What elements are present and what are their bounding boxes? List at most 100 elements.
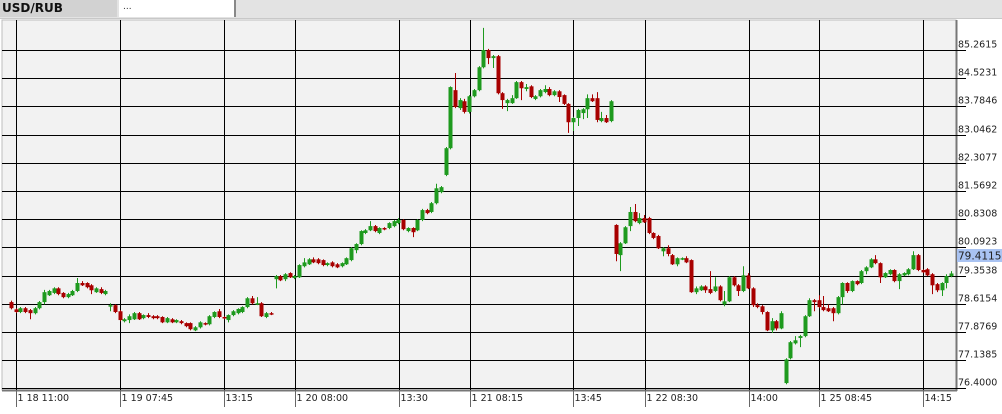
candle-body xyxy=(89,285,94,291)
candle-body xyxy=(467,96,472,112)
y-tick-label: 77.1385 xyxy=(958,350,997,361)
candle xyxy=(481,27,486,69)
candle-body xyxy=(85,283,90,288)
candle-body xyxy=(935,284,940,291)
candle xyxy=(897,273,902,290)
candle xyxy=(651,232,656,240)
y-axis-ticks: 85.2615 84.5231 83.7846 83.0462 82.3077 81.56… xyxy=(958,40,997,389)
candle xyxy=(921,269,926,274)
candle xyxy=(732,276,737,287)
candle xyxy=(869,258,874,269)
candle-body xyxy=(533,96,538,99)
candle-body xyxy=(873,259,878,264)
candle-body xyxy=(921,270,926,273)
candle-body xyxy=(288,273,293,278)
candle-body xyxy=(713,286,718,292)
candle-body xyxy=(382,228,387,230)
x-tick-label: 14:15 xyxy=(925,393,952,404)
candle xyxy=(467,95,472,114)
candle-body xyxy=(552,91,557,96)
candle xyxy=(118,310,123,322)
candle xyxy=(566,103,571,133)
candle xyxy=(278,274,283,282)
candle-body xyxy=(623,227,628,244)
candle xyxy=(699,285,704,292)
candle xyxy=(935,283,940,293)
candle-body xyxy=(141,315,146,319)
candle xyxy=(340,262,345,268)
candle-body xyxy=(500,93,505,101)
candle-body xyxy=(240,307,245,313)
candle-body xyxy=(878,263,883,278)
candle xyxy=(633,203,638,223)
candle xyxy=(56,287,61,296)
candle xyxy=(18,307,23,314)
candle-body xyxy=(231,311,236,316)
tab-usd-rub[interactable]: USD/RUB xyxy=(0,0,117,17)
candle xyxy=(207,315,212,326)
candle-body xyxy=(151,316,156,319)
tab-more[interactable]: ... xyxy=(119,0,236,17)
candle xyxy=(217,308,222,319)
candle xyxy=(113,304,118,314)
candle xyxy=(203,322,208,326)
candle xyxy=(925,268,930,277)
candle xyxy=(382,227,387,231)
candle-body xyxy=(245,298,250,308)
candle xyxy=(576,108,581,127)
candle-body xyxy=(604,118,609,123)
candle-body xyxy=(689,260,694,293)
candle xyxy=(798,334,803,348)
candle-body xyxy=(278,276,283,281)
candle xyxy=(496,55,501,95)
candle-body xyxy=(892,270,897,282)
candle-body xyxy=(264,313,269,317)
candle-body xyxy=(122,319,127,322)
candle xyxy=(363,229,368,235)
candle xyxy=(316,258,321,265)
candle-body xyxy=(803,316,808,337)
candle-body xyxy=(179,321,184,324)
candle-body xyxy=(363,230,368,233)
candle xyxy=(132,312,137,321)
candle-body xyxy=(429,203,434,212)
candle xyxy=(368,221,373,232)
candle xyxy=(878,262,883,284)
candle xyxy=(670,253,675,266)
candle xyxy=(127,314,132,324)
candle-body xyxy=(52,288,57,293)
candle xyxy=(836,295,841,315)
candle xyxy=(179,320,184,325)
candle xyxy=(302,258,307,268)
candle xyxy=(52,287,57,295)
candle xyxy=(703,285,708,293)
x-tick-label: 13:30 xyxy=(401,393,428,404)
candle-body xyxy=(269,313,274,315)
candle xyxy=(642,215,647,224)
candle-body xyxy=(188,323,193,330)
candle xyxy=(236,308,241,315)
candle xyxy=(807,298,812,317)
candle xyxy=(212,311,217,319)
candle-body xyxy=(779,313,784,329)
candle xyxy=(349,247,354,262)
candle xyxy=(524,84,529,92)
candle-body xyxy=(883,273,888,278)
candle-body xyxy=(311,259,316,263)
candle-body xyxy=(198,322,203,328)
candle xyxy=(581,108,586,120)
candle-body xyxy=(916,255,921,271)
candle-body xyxy=(666,248,671,254)
candle xyxy=(529,85,534,99)
candle xyxy=(590,94,595,102)
candle xyxy=(108,303,113,312)
y-tick-label: 80.8308 xyxy=(958,209,997,220)
candle xyxy=(307,258,312,266)
candle-body xyxy=(66,294,71,298)
candle xyxy=(902,272,907,277)
candle xyxy=(491,55,496,69)
candle-body xyxy=(458,100,463,109)
candle-body xyxy=(321,260,326,266)
candle-body xyxy=(377,228,382,233)
